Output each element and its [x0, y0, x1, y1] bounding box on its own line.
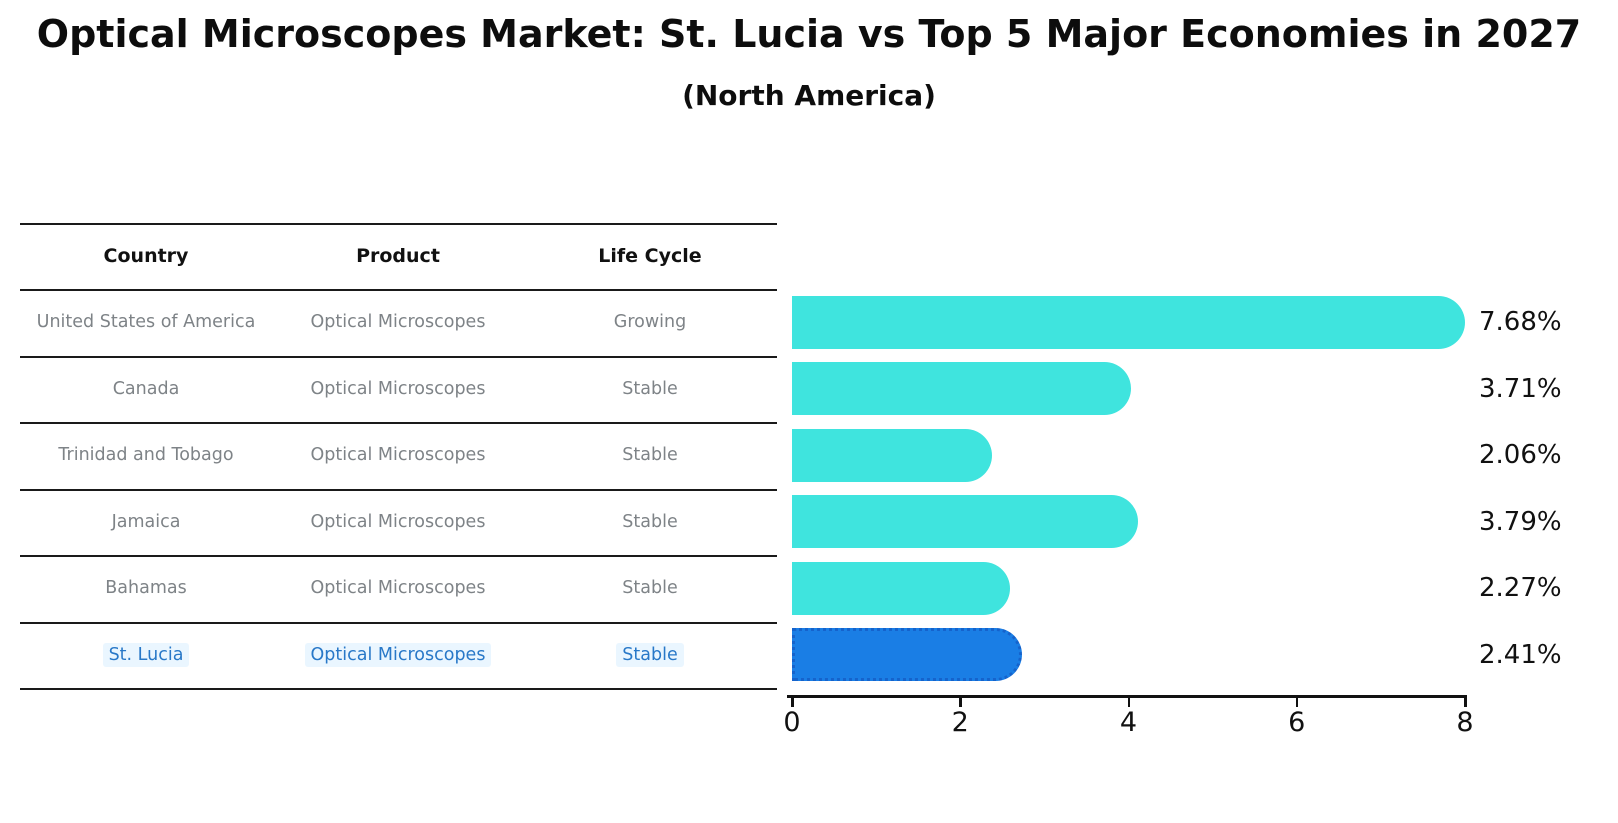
cell-text: Optical Microscopes	[304, 642, 492, 667]
table-row-divider	[20, 289, 777, 291]
x-axis-tick	[959, 697, 962, 707]
table-row-divider	[20, 688, 777, 690]
x-axis-tick-label: 2	[951, 707, 969, 738]
x-axis	[787, 695, 1467, 698]
cell-text: Optical Microscopes	[310, 445, 486, 466]
bar-value-label: 2.06%	[1479, 440, 1562, 471]
cell-life-cycle: Stable	[524, 571, 776, 605]
x-axis-tick-label: 8	[1456, 707, 1474, 738]
cell-text: Jamaica	[111, 511, 181, 532]
table-row-divider	[20, 355, 777, 358]
cell-text: Stable	[622, 378, 678, 399]
cell-country: Bahamas	[20, 571, 272, 605]
cell-text: Stable	[616, 642, 684, 667]
table-row-divider	[20, 621, 777, 624]
cell-text: United States of America	[36, 312, 256, 333]
x-axis-tick	[1127, 697, 1130, 707]
cell-country: St. Lucia	[20, 638, 272, 672]
cell-product: Optical Microscopes	[272, 305, 524, 339]
table-row-divider	[20, 555, 777, 557]
cell-product: Optical Microscopes	[272, 372, 524, 406]
cell-product: Optical Microscopes	[272, 438, 524, 472]
cell-text: Optical Microscopes	[310, 378, 486, 399]
cell-text: Trinidad and Tobago	[58, 445, 234, 466]
cell-text: Optical Microscopes	[310, 578, 486, 599]
cell-text: Optical Microscopes	[310, 511, 486, 532]
cell-life-cycle: Stable	[524, 638, 776, 672]
cell-country: Jamaica	[20, 505, 272, 539]
table-row-divider	[20, 422, 777, 424]
bar-value-label: 7.68%	[1479, 307, 1562, 338]
x-axis-tick-label: 4	[1119, 707, 1138, 738]
cell-country: Trinidad and Tobago	[20, 438, 272, 472]
bar-value-label: 3.79%	[1479, 506, 1562, 537]
cell-text: Growing	[613, 312, 687, 333]
x-axis-tick-label: 0	[783, 707, 801, 738]
cell-country: United States of America	[20, 305, 272, 339]
x-axis-tick	[1464, 697, 1467, 707]
bar-segment	[792, 561, 1010, 615]
cell-product: Optical Microscopes	[272, 505, 524, 539]
cell-text: Optical Microscopes	[310, 312, 486, 333]
cell-text: Canada	[112, 378, 180, 399]
bar-segment	[792, 362, 1132, 416]
bar-segment	[792, 495, 1138, 549]
chart-subtitle: (North America)	[682, 79, 936, 112]
cell-product: Optical Microscopes	[272, 571, 524, 605]
column-header-product: Product	[356, 244, 440, 267]
bar-value-label: 2.41%	[1479, 639, 1562, 670]
table-row-divider	[20, 488, 777, 491]
cell-text: Stable	[622, 578, 678, 599]
cell-country: Canada	[20, 372, 272, 406]
table-row-divider	[20, 222, 777, 225]
x-axis-tick	[1295, 697, 1299, 707]
bar-highlight-st-lucia	[792, 628, 1022, 682]
x-axis-tick-label: 6	[1288, 707, 1306, 738]
cell-text: Bahamas	[105, 578, 187, 599]
cell-life-cycle: Stable	[524, 372, 776, 406]
bar-value-label: 3.71%	[1479, 373, 1562, 404]
column-header-life-cycle: Life Cycle	[598, 244, 702, 267]
bar-segment	[792, 295, 1466, 349]
cell-text: Stable	[622, 511, 678, 532]
bar-value-label: 2.27%	[1479, 573, 1562, 604]
chart-title: Optical Microscopes Market: St. Lucia vs…	[36, 12, 1582, 56]
cell-text: St. Lucia	[102, 642, 190, 667]
cell-life-cycle: Growing	[524, 305, 776, 339]
cell-product: Optical Microscopes	[272, 638, 524, 672]
x-axis-tick	[791, 697, 794, 707]
cell-text: Stable	[622, 445, 678, 466]
column-header-country: Country	[103, 244, 189, 267]
cell-life-cycle: Stable	[524, 438, 776, 472]
cell-life-cycle: Stable	[524, 505, 776, 539]
bar-segment	[792, 428, 993, 482]
